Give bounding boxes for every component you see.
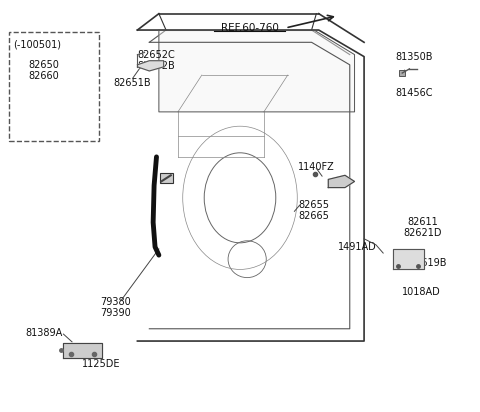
Text: 82652C: 82652C: [138, 49, 175, 60]
Polygon shape: [328, 176, 355, 187]
Bar: [9, 32, 99, 140]
Polygon shape: [393, 249, 424, 269]
Text: 82621D: 82621D: [403, 228, 442, 239]
Text: 82611: 82611: [407, 218, 438, 227]
Text: 81456C: 81456C: [396, 89, 433, 98]
Text: 79380: 79380: [100, 297, 132, 307]
Text: 1491AD: 1491AD: [337, 242, 376, 252]
Text: 82660: 82660: [28, 71, 59, 81]
Text: 81389A: 81389A: [26, 328, 63, 338]
Text: 1018AD: 1018AD: [402, 287, 441, 297]
Text: 82651B: 82651B: [114, 78, 151, 88]
Text: 1140FZ: 1140FZ: [298, 162, 335, 172]
Text: 1125DE: 1125DE: [83, 358, 121, 369]
Text: 82652B: 82652B: [138, 61, 175, 70]
Text: 82650: 82650: [28, 60, 59, 70]
Text: 82619B: 82619B: [410, 258, 447, 268]
Text: 82665: 82665: [299, 211, 329, 221]
Bar: [160, 173, 173, 183]
Polygon shape: [137, 61, 164, 71]
Text: 82655: 82655: [299, 200, 329, 210]
Polygon shape: [63, 343, 102, 358]
Polygon shape: [159, 30, 355, 112]
Text: 81350B: 81350B: [396, 52, 433, 62]
Text: REF.60-760: REF.60-760: [221, 23, 278, 33]
Text: (-100501): (-100501): [13, 40, 61, 49]
Text: 79390: 79390: [100, 308, 132, 318]
